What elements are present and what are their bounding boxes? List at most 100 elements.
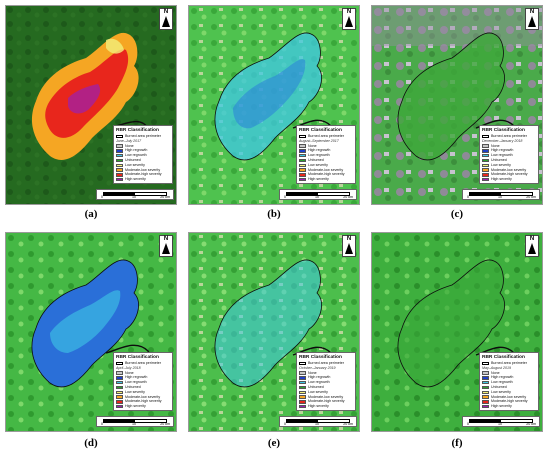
legend-item-label: Moderate-low severity — [125, 394, 161, 399]
legend-swatch — [116, 144, 123, 148]
legend-title: RBR Classification — [116, 128, 159, 134]
legend-item: Moderate-high severity — [116, 172, 170, 177]
legend-item-label: Unburned — [308, 385, 324, 390]
legend-swatch — [299, 371, 306, 375]
legend-swatch — [482, 163, 489, 167]
scale-bar: 0 10 20 km — [96, 416, 174, 427]
legend-item-label: Unburned — [308, 158, 324, 163]
legend-swatch — [116, 163, 123, 167]
legend-item: None — [116, 371, 170, 376]
legend-item-label: Low regrowth — [308, 380, 330, 385]
legend-item: High regrowth — [482, 375, 536, 380]
legend-item-label: Moderate-low severity — [491, 167, 527, 172]
scale-bar: 0 10 20 km — [279, 416, 357, 427]
legend-date: May–August 2019 — [482, 365, 511, 370]
legend-item-label: Low severity — [308, 162, 328, 167]
legend-swatch — [299, 376, 306, 380]
legend-swatch — [299, 400, 306, 404]
legend-swatch — [299, 385, 306, 390]
legend-item: Moderate-high severity — [299, 172, 353, 177]
legend-perimeter: Burned area perimeter — [482, 361, 536, 366]
scale-bar: 0 10 20 km — [96, 189, 174, 200]
legend-swatch — [116, 404, 123, 409]
legend-item: High severity — [482, 404, 536, 409]
legend-item-label: Low regrowth — [491, 153, 513, 158]
legend: RBR Classification Burned area perimeter… — [113, 125, 173, 184]
legend-classes: None High regrowth Low regrowth Unburned Low… — [116, 371, 170, 409]
legend-item: High severity — [299, 177, 353, 182]
legend-swatch — [299, 404, 306, 409]
legend-item-label: High regrowth — [125, 375, 148, 380]
legend-item-label: Moderate-low severity — [125, 167, 161, 172]
legend-item-label: High regrowth — [491, 148, 514, 153]
legend-item-label: Low severity — [308, 389, 328, 394]
legend-item: Moderate-low severity — [299, 395, 353, 400]
scale-bar: 0 10 20 km — [462, 189, 540, 200]
legend-item-label: Low severity — [125, 162, 145, 167]
legend-swatch — [299, 144, 306, 148]
legend-swatch — [299, 149, 306, 153]
legend-item: High severity — [299, 404, 353, 409]
legend-item: Low regrowth — [299, 153, 353, 158]
legend-item: High regrowth — [299, 375, 353, 380]
legend-item-label: Low regrowth — [491, 380, 513, 385]
legend-swatch — [116, 173, 123, 177]
legend-swatch — [116, 400, 123, 404]
legend-swatch — [482, 371, 489, 375]
legend-item-label: None — [308, 370, 317, 375]
legend-classes: None High regrowth Low regrowth Unburned Low… — [299, 371, 353, 409]
legend-item: Low regrowth — [482, 153, 536, 158]
map-image — [6, 6, 176, 204]
map-panel-d: N RBR Classification Burned area perimet… — [5, 232, 177, 432]
north-arrow-icon: N — [159, 235, 173, 257]
legend-swatch — [482, 168, 489, 172]
legend-item-label: Moderate-high severity — [308, 172, 345, 177]
legend-swatch — [299, 395, 306, 399]
legend-item-label: High severity — [308, 177, 329, 182]
legend-item: Low severity — [482, 390, 536, 395]
legend-swatch — [116, 168, 123, 172]
legend-item-label: Unburned — [491, 158, 507, 163]
legend-item: Moderate-low severity — [116, 168, 170, 173]
map-panel-c: N RBR Classification Burned area perimet… — [371, 5, 543, 205]
legend-classes: None High regrowth Low regrowth Unburned Low… — [482, 144, 536, 182]
legend-item: High severity — [116, 404, 170, 409]
legend-classes: None High regrowth Low regrowth Unburned Low… — [482, 371, 536, 409]
legend-item-label: Moderate-high severity — [308, 399, 345, 404]
legend-item: Unburned — [299, 385, 353, 390]
legend-swatch — [482, 153, 489, 158]
scale-bar: 0 10 20 km — [462, 416, 540, 427]
legend-item: Unburned — [299, 158, 353, 163]
legend-item: High severity — [482, 177, 536, 182]
north-arrow-icon: N — [342, 8, 356, 30]
legend-item-label: Low severity — [491, 162, 511, 167]
legend-item: High regrowth — [299, 148, 353, 153]
legend-item-label: High severity — [125, 404, 146, 409]
legend-swatch — [482, 158, 489, 163]
legend-item-label: Unburned — [491, 385, 507, 390]
panel-caption: (f) — [451, 437, 463, 449]
legend-item: Low severity — [482, 163, 536, 168]
map-image — [6, 233, 176, 431]
legend-swatch — [482, 390, 489, 394]
legend-perimeter: Burned area perimeter — [299, 361, 353, 366]
legend-date: October–January 2019 — [299, 365, 336, 370]
legend-item-label: Moderate-low severity — [491, 394, 527, 399]
legend-perimeter: Burned area perimeter — [482, 134, 536, 139]
legend-item-label: Low regrowth — [125, 380, 147, 385]
legend-swatch — [482, 173, 489, 177]
legend-item-label: Unburned — [125, 158, 141, 163]
map-panel-a: N RBR Classification Burned area perimet… — [5, 5, 177, 205]
legend-item-label: Low severity — [125, 389, 145, 394]
legend-item: None — [482, 144, 536, 149]
legend-item-label: None — [491, 370, 500, 375]
legend-item-label: Moderate-high severity — [125, 399, 162, 404]
north-arrow-icon: N — [525, 235, 539, 257]
legend-item-label: High regrowth — [308, 148, 331, 153]
legend-swatch — [299, 168, 306, 172]
legend-swatch — [116, 371, 123, 375]
legend-item: Unburned — [482, 385, 536, 390]
legend-item-label: Moderate-high severity — [125, 172, 162, 177]
map-panel-b: N RBR Classification Burned area perimet… — [188, 5, 360, 205]
legend-date: December–January 2018 — [482, 138, 523, 143]
